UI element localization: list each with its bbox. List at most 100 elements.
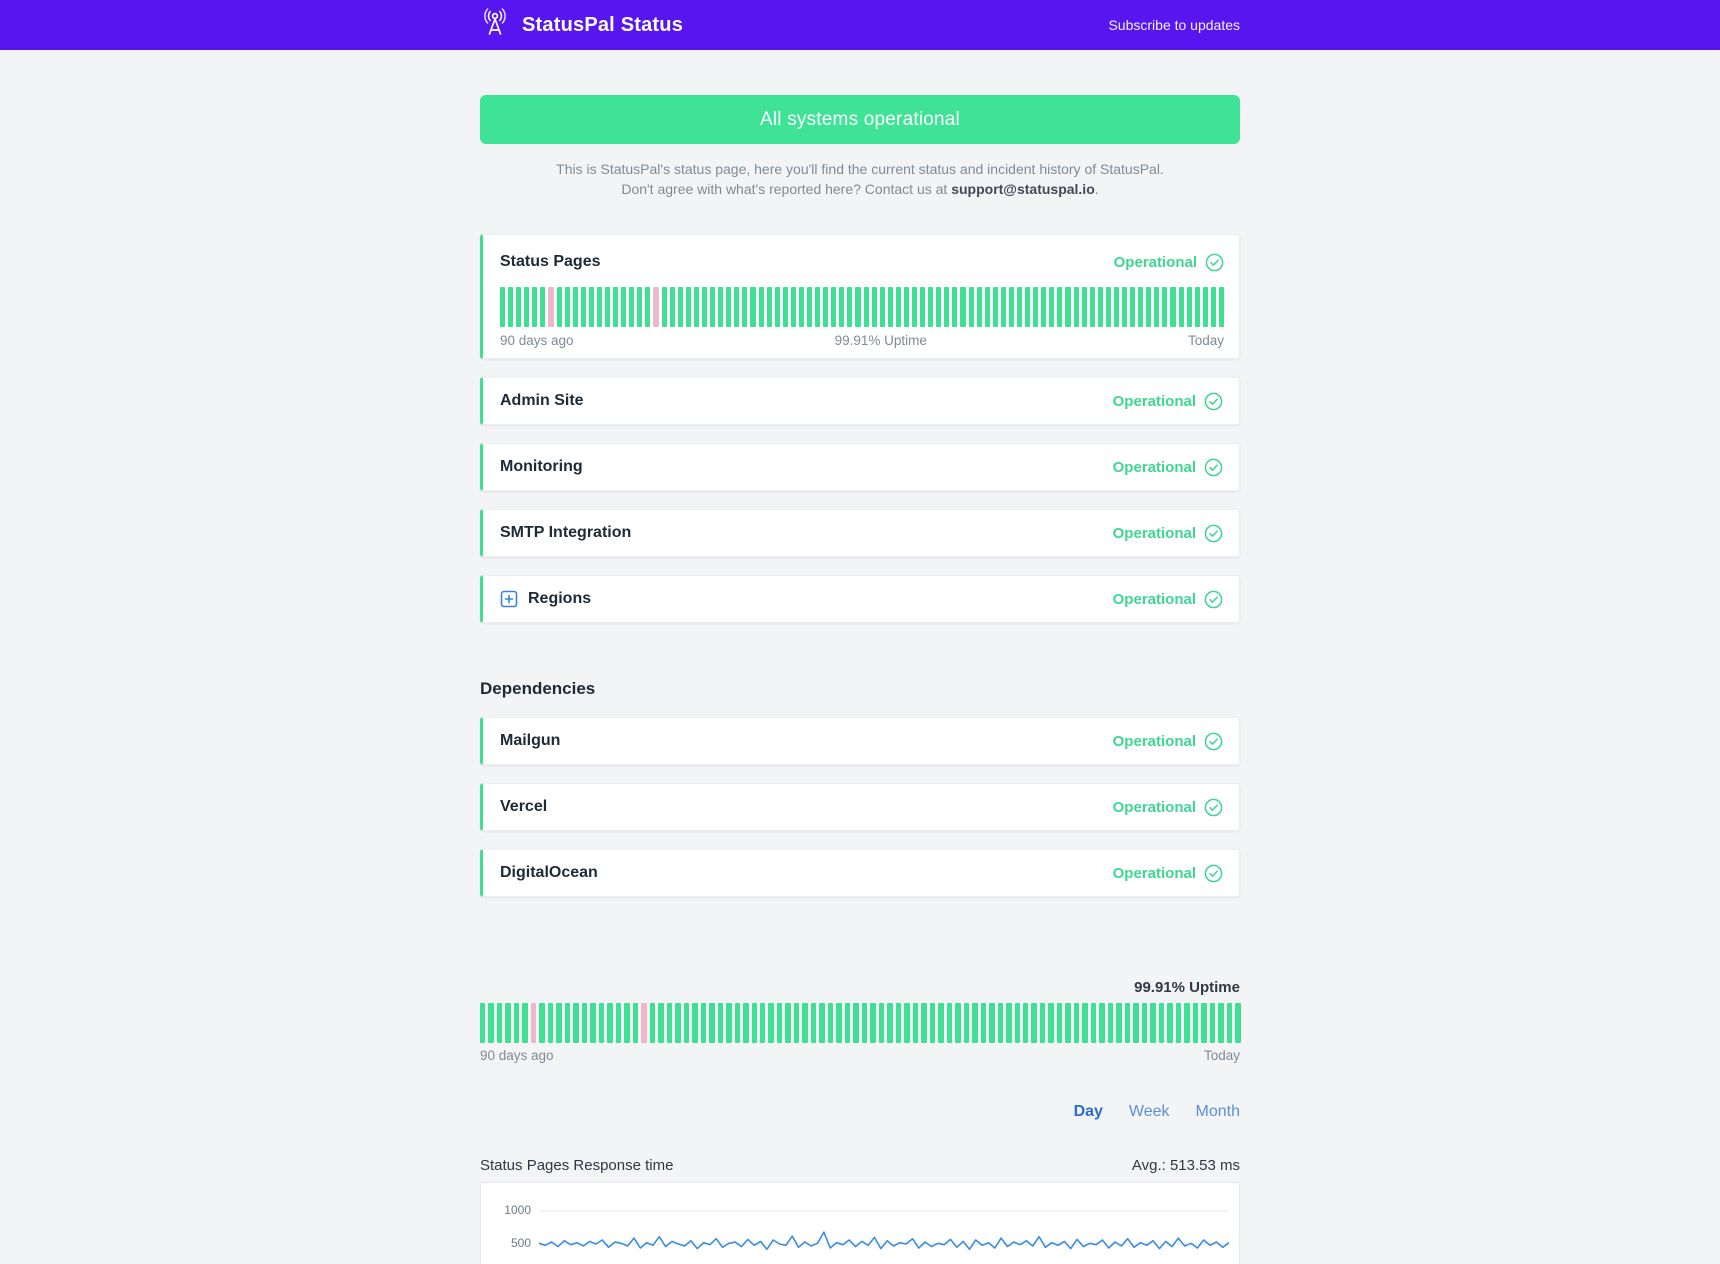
uptime-day-bar xyxy=(992,287,998,327)
uptime-day-bar xyxy=(1082,1003,1088,1043)
uptime-day-bar xyxy=(1049,287,1055,327)
service-card-regions: Regions Operational xyxy=(480,575,1240,623)
service-name: Regions xyxy=(528,590,592,607)
uptime-day-bar xyxy=(1209,1003,1216,1043)
uptime-day-bar xyxy=(1073,1003,1080,1043)
uptime-day-bar xyxy=(488,1003,494,1043)
uptime-bar-strip xyxy=(500,287,1225,327)
uptime-day-bar xyxy=(887,287,893,327)
uptime-day-bar xyxy=(871,287,877,327)
uptime-day-bar xyxy=(496,1003,503,1043)
uptime-day-bar xyxy=(1175,1003,1182,1043)
uptime-start-label: 90 days ago xyxy=(500,333,574,348)
uptime-day-bar xyxy=(887,1003,893,1043)
uptime-day-bar xyxy=(1113,287,1120,327)
uptime-day-bar xyxy=(1158,1003,1165,1043)
uptime-day-bar xyxy=(632,1003,639,1043)
uptime-day-bar xyxy=(1073,287,1079,327)
uptime-day-bar xyxy=(810,1003,817,1043)
uptime-day-bar xyxy=(802,1003,808,1043)
status-badge: Operational xyxy=(1114,253,1224,272)
service-card-monitoring: Monitoring Operational xyxy=(480,443,1240,491)
service-card-admin-site: Admin Site Operational xyxy=(480,377,1240,425)
uptime-day-bar xyxy=(572,287,578,327)
response-time-title: Status Pages Response time xyxy=(480,1157,674,1174)
uptime-day-bar xyxy=(1023,1003,1029,1043)
check-circle-icon xyxy=(1204,798,1223,816)
uptime-day-bar xyxy=(700,1003,707,1043)
uptime-day-bar xyxy=(870,1003,876,1043)
uptime-day-bar xyxy=(580,287,586,327)
status-badge: Operational xyxy=(1113,732,1223,751)
uptime-day-bar xyxy=(717,1003,724,1043)
uptime-day-bar xyxy=(556,287,562,327)
expand-regions-button[interactable] xyxy=(500,590,518,608)
uptime-day-bar xyxy=(548,287,554,327)
uptime-day-bar xyxy=(759,1003,766,1043)
uptime-day-bar xyxy=(1130,287,1136,327)
service-status-label: Operational xyxy=(1112,590,1196,608)
check-circle-icon xyxy=(1204,524,1223,542)
uptime-day-bar xyxy=(524,287,530,327)
uptime-day-bar xyxy=(1099,1003,1105,1043)
uptime-day-bar xyxy=(605,287,611,327)
uptime-day-bar xyxy=(709,1003,715,1043)
uptime-day-bar xyxy=(505,1003,511,1043)
uptime-day-bar xyxy=(742,287,748,327)
uptime-day-bar xyxy=(637,287,643,327)
tab-week[interactable]: Week xyxy=(1128,1103,1170,1120)
uptime-day-bar xyxy=(613,287,619,327)
uptime-day-bar xyxy=(972,1003,978,1043)
broadcast-logo-icon xyxy=(480,7,510,44)
uptime-day-bar xyxy=(766,287,772,327)
uptime-day-bar xyxy=(1090,1003,1097,1043)
uptime-day-bar xyxy=(1146,287,1152,327)
uptime-day-bar xyxy=(831,287,837,327)
uptime-day-bar xyxy=(1122,287,1128,327)
uptime-day-bar xyxy=(1107,1003,1114,1043)
uptime-day-bar xyxy=(581,1003,588,1043)
uptime-day-bar xyxy=(1056,1003,1063,1043)
tab-day[interactable]: Day xyxy=(1073,1103,1103,1120)
uptime-day-bar xyxy=(798,287,804,327)
status-badge: Operational xyxy=(1113,590,1223,609)
uptime-day-bar xyxy=(1008,287,1014,327)
uptime-day-bar xyxy=(500,287,506,327)
uptime-day-bar xyxy=(1041,287,1047,327)
uptime-day-bar xyxy=(685,287,691,327)
uptime-day-bar xyxy=(701,287,708,327)
uptime-day-bar xyxy=(946,1003,953,1043)
brand: StatusPal Status xyxy=(480,7,683,44)
uptime-day-bar xyxy=(645,287,651,327)
response-time-plot xyxy=(539,1191,1229,1264)
uptime-day-bar xyxy=(596,287,603,327)
uptime-day-bar xyxy=(836,1003,842,1043)
response-time-chart: 1000 500 xyxy=(480,1182,1240,1264)
uptime-day-bar xyxy=(726,1003,732,1043)
check-circle-icon xyxy=(1204,590,1223,608)
intro-line-1: This is StatusPal's status page, here yo… xyxy=(556,161,1164,177)
uptime-day-bar xyxy=(1081,287,1087,327)
uptime-day-bar xyxy=(815,287,821,327)
uptime-day-bar xyxy=(743,1003,749,1043)
check-circle-icon xyxy=(1204,458,1223,476)
service-name-with-expand: Regions xyxy=(500,590,591,608)
subscribe-to-updates-link[interactable]: Subscribe to updates xyxy=(1108,17,1240,33)
support-email-link[interactable]: support@statuspal.io xyxy=(951,181,1095,197)
uptime-day-bar xyxy=(827,1003,834,1043)
uptime-day-bar xyxy=(895,1003,902,1043)
uptime-day-bar xyxy=(734,1003,741,1043)
uptime-day-bar xyxy=(677,287,683,327)
overall-status-banner: All systems operational xyxy=(480,95,1240,144)
intro-line-2: Don't agree with what's reported here? C… xyxy=(480,179,1240,199)
uptime-day-bar xyxy=(989,1003,995,1043)
service-card-smtp-integration: SMTP Integration Operational xyxy=(480,509,1240,557)
tab-month[interactable]: Month xyxy=(1195,1103,1240,1120)
uptime-day-bar xyxy=(921,1003,927,1043)
uptime-day-bar xyxy=(653,287,659,327)
uptime-day-bar xyxy=(1162,287,1168,327)
uptime-day-bar xyxy=(1031,1003,1037,1043)
uptime-day-bar xyxy=(1065,1003,1071,1043)
uptime-day-bar xyxy=(1138,287,1144,327)
uptime-day-bar xyxy=(1201,1003,1207,1043)
